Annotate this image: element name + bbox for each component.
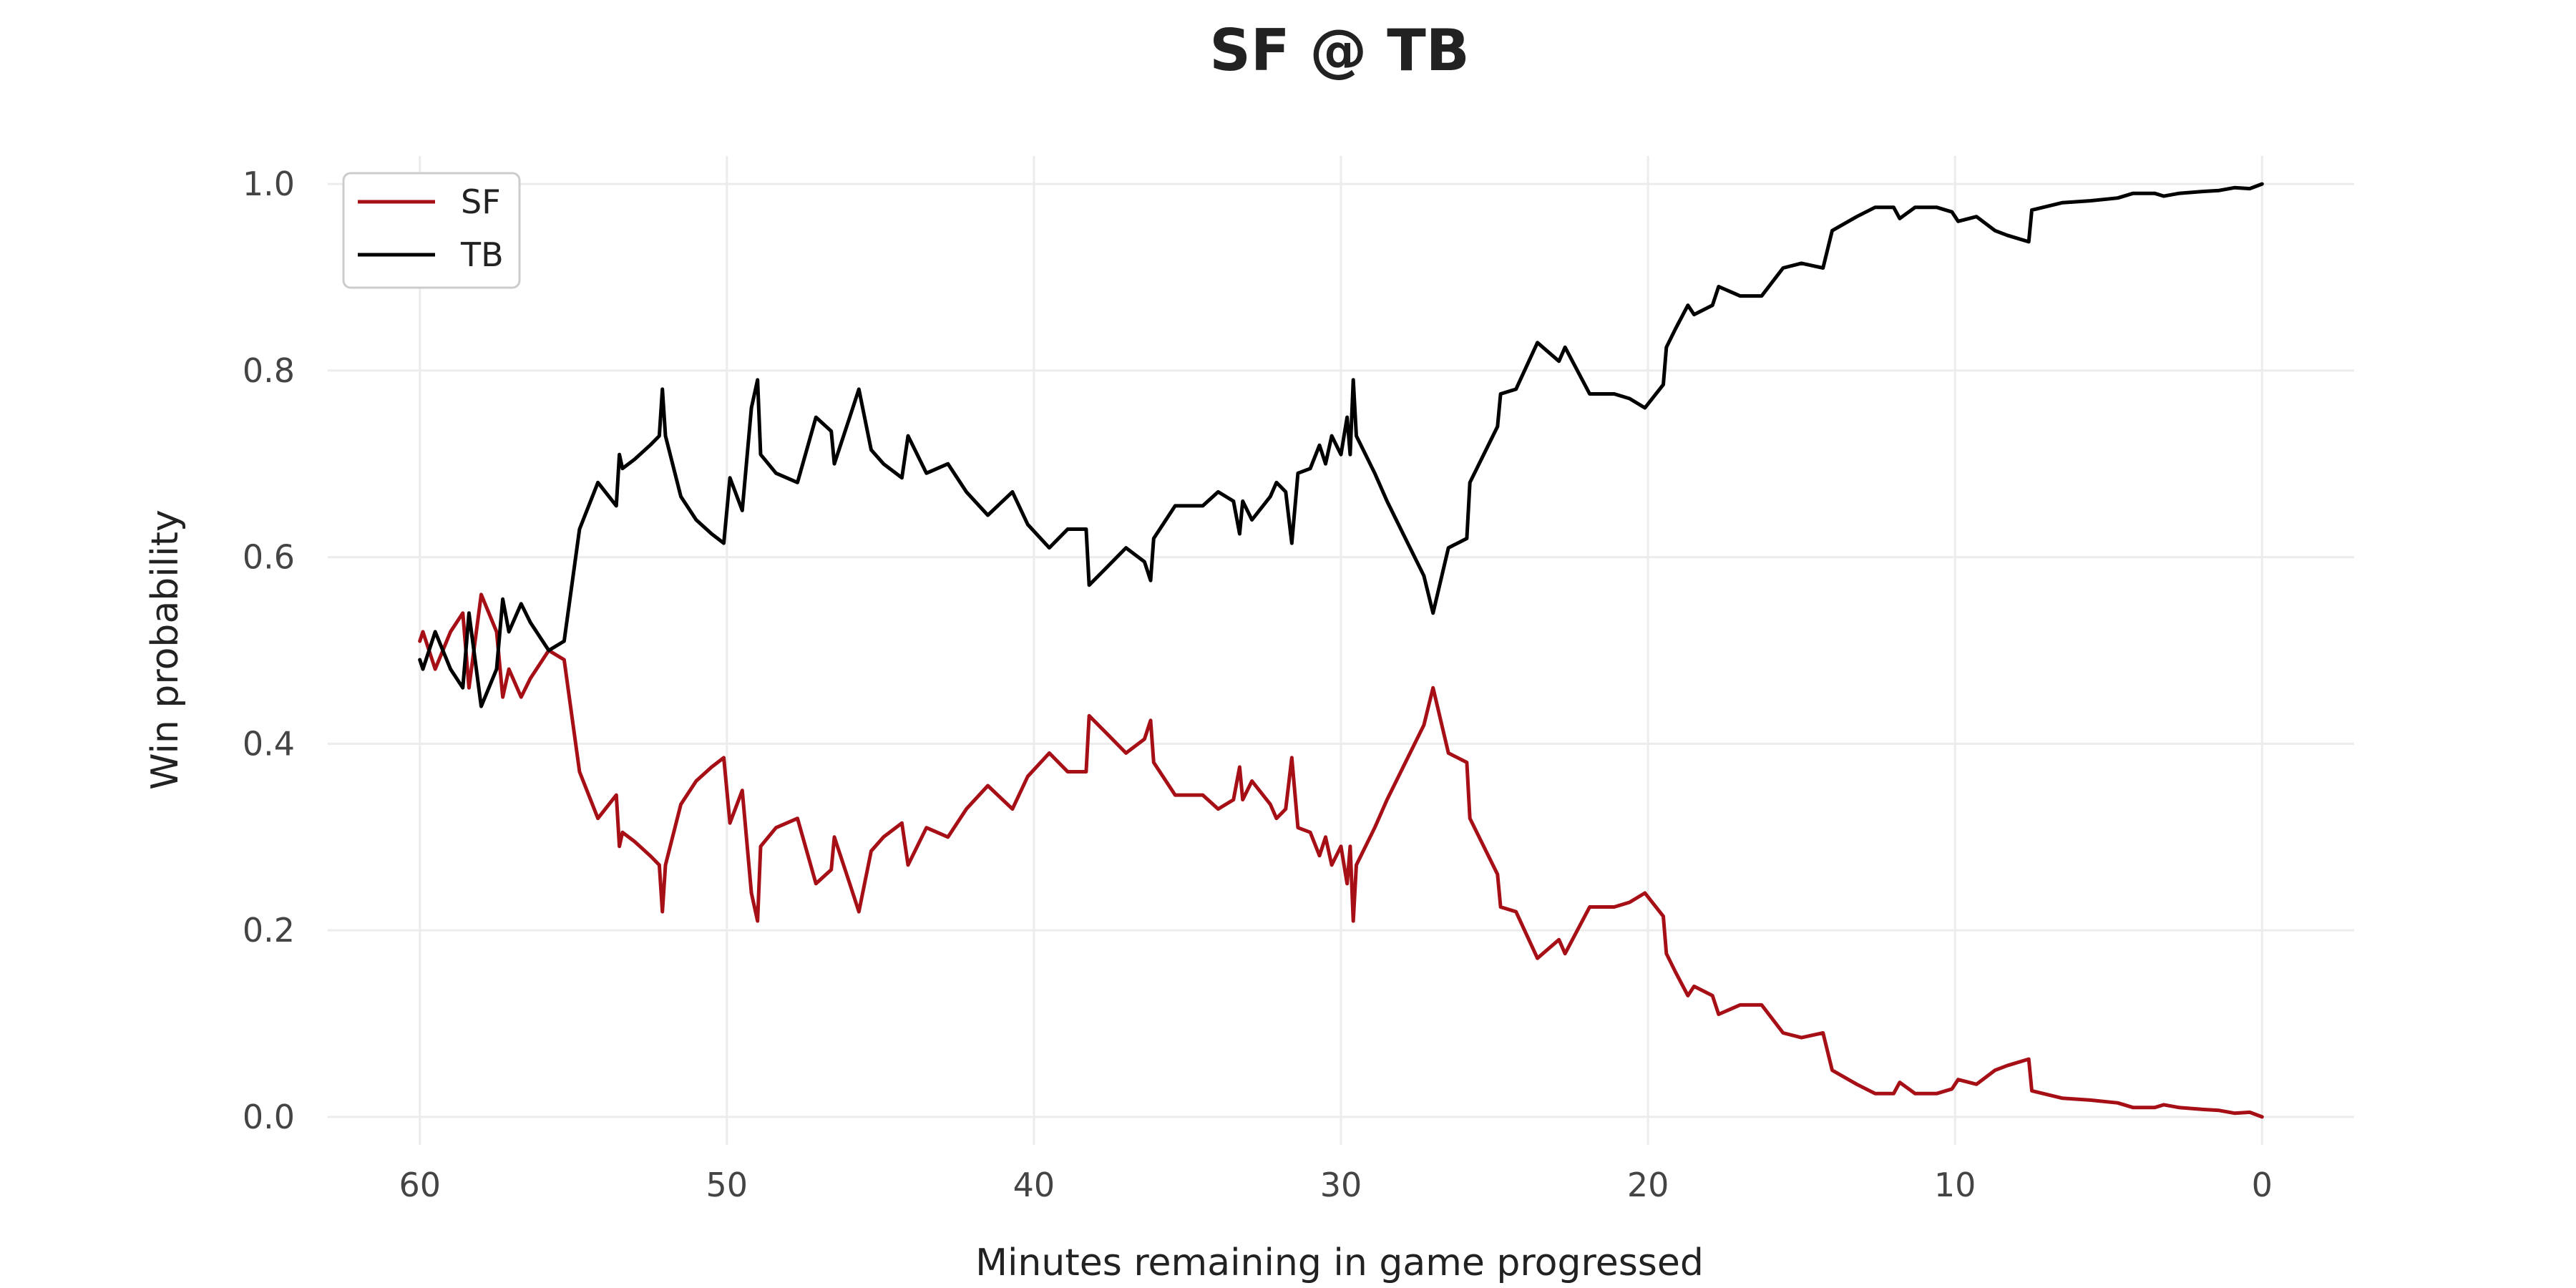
x-tick-label: 30 <box>1320 1166 1362 1204</box>
series-line-sf <box>418 592 2264 1119</box>
y-tick-label: 0.6 <box>243 538 295 577</box>
series-line-tb <box>418 182 2264 708</box>
x-tick-label: 50 <box>706 1166 748 1204</box>
y-tick-label: 0.0 <box>243 1098 295 1136</box>
x-tick-label: 60 <box>399 1166 441 1204</box>
grid-layer <box>328 156 2354 1145</box>
x-tick-label: 20 <box>1627 1166 1669 1204</box>
x-tick-label: 0 <box>2252 1166 2273 1204</box>
y-tick-label: 0.2 <box>243 911 295 950</box>
legend: SF TB <box>342 172 521 289</box>
legend-label-sf: SF <box>461 182 501 221</box>
series-layer <box>418 182 2264 1119</box>
y-tick-label: 0.4 <box>243 724 295 763</box>
legend-label-tb: TB <box>460 235 504 274</box>
x-tick-label: 10 <box>1934 1166 1976 1204</box>
y-tick-labels: 0.0 0.2 0.4 0.6 0.8 1.0 <box>243 165 295 1136</box>
y-tick-label: 1.0 <box>243 165 295 203</box>
x-tick-labels: 60 50 40 30 20 10 0 <box>399 1166 2272 1204</box>
x-tick-label: 40 <box>1013 1166 1055 1204</box>
chart-title: SF @ TB <box>1209 17 1470 84</box>
y-axis-label: Win probability <box>144 509 187 790</box>
y-tick-label: 0.8 <box>243 351 295 390</box>
x-axis-label: Minutes remaining in game progressed <box>975 1241 1704 1284</box>
